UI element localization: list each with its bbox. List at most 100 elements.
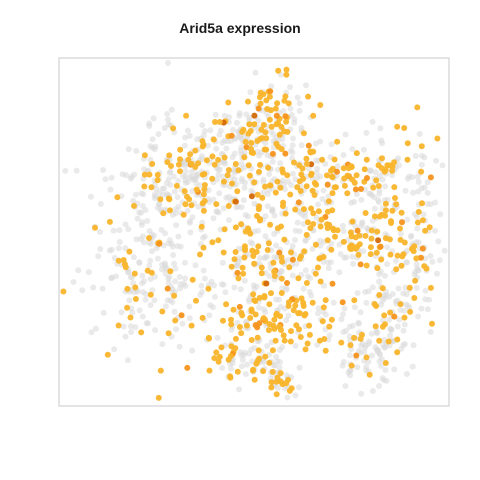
expressing-cell-point <box>378 256 385 263</box>
cell-point <box>320 187 327 194</box>
expressing-cell-point <box>411 243 418 250</box>
expressing-cell-point <box>201 171 208 177</box>
cell-point <box>136 260 143 266</box>
cell-point <box>358 196 365 203</box>
cell-point <box>326 332 333 339</box>
cell-point <box>285 256 292 263</box>
cell-point <box>141 278 147 285</box>
expressing-cell-point <box>278 275 285 282</box>
expressing-cell-point <box>238 330 245 337</box>
cell-point <box>379 176 386 183</box>
cell-point <box>192 262 199 269</box>
cell-point <box>408 233 414 240</box>
expressing-cell-point <box>172 317 179 324</box>
cell-point <box>165 116 171 123</box>
expressing-cell-point <box>266 116 273 123</box>
expressing-cell-point <box>328 246 335 253</box>
cell-point <box>165 121 172 128</box>
cell-point <box>182 179 189 186</box>
cell-point <box>113 273 119 280</box>
expressing-cell-point <box>273 310 280 317</box>
expressing-cell-point <box>132 296 139 302</box>
expressing-cell-point <box>239 264 246 271</box>
cell-point <box>70 279 77 285</box>
expressing-cell-point <box>269 368 276 375</box>
expressing-cell-point <box>263 135 270 142</box>
expressing-cell-point <box>218 344 225 351</box>
expressing-cell-point <box>259 194 266 201</box>
cell-point <box>277 359 283 365</box>
expressing-cell-point <box>382 207 389 214</box>
cell-point <box>358 390 365 397</box>
expressing-cell-point <box>246 121 253 128</box>
cell-point <box>186 132 193 139</box>
expressing-cell-point <box>305 142 312 149</box>
expressing-cell-point <box>353 352 360 359</box>
cell-point <box>313 175 320 182</box>
cell-point <box>160 242 167 249</box>
cell-point <box>340 152 347 158</box>
expressing-cell-point <box>220 249 227 256</box>
expressing-cell-point <box>310 112 317 119</box>
expressing-cell-point <box>363 354 370 361</box>
expressing-cell-point <box>141 171 148 178</box>
cell-point <box>268 128 275 134</box>
expressing-cell-point <box>148 184 155 191</box>
expressing-cell-point <box>270 259 277 266</box>
cell-point <box>79 287 86 294</box>
cell-point <box>402 187 409 194</box>
expressing-cell-point <box>344 172 351 179</box>
cell-point <box>234 119 240 126</box>
cell-point <box>241 184 248 191</box>
cell-point <box>298 142 305 149</box>
cell-point <box>376 383 382 389</box>
cell-point <box>211 282 218 289</box>
expressing-cell-point <box>245 225 251 232</box>
expressing-cell-point <box>272 337 279 344</box>
expressing-cell-point <box>303 231 310 238</box>
expressing-cell-point <box>265 240 272 247</box>
expressing-cell-point <box>198 223 205 230</box>
cell-point <box>377 125 384 132</box>
expressing-cell-point <box>407 308 414 315</box>
expressing-cell-point <box>296 162 303 169</box>
cell-point <box>363 299 370 306</box>
expressing-cell-point <box>249 247 256 254</box>
expressing-cell-point <box>234 188 241 195</box>
cell-point <box>308 292 315 299</box>
cell-point <box>239 357 246 363</box>
cell-point <box>181 142 188 149</box>
expressing-cell-point <box>290 307 297 314</box>
cell-point <box>102 176 109 183</box>
cell-point <box>184 207 191 214</box>
expressing-cell-point <box>242 245 248 252</box>
expressing-cell-point <box>376 213 383 220</box>
expressing-cell-point <box>220 317 226 324</box>
expressing-cell-point <box>285 299 292 306</box>
cell-point <box>418 161 425 168</box>
expressing-cell-point <box>192 147 199 154</box>
cell-point <box>174 243 181 249</box>
expressing-cell-point <box>60 288 67 295</box>
expressing-cell-point <box>404 140 411 147</box>
expressing-cell-point <box>265 164 272 171</box>
expressing-cell-point <box>324 172 330 179</box>
expressing-cell-point <box>256 94 263 101</box>
expressing-cell-point <box>376 292 383 298</box>
cell-point <box>353 191 360 198</box>
expressing-cell-point <box>122 264 129 271</box>
expressing-cell-point <box>382 200 389 207</box>
expressing-cell-point <box>354 227 361 234</box>
cell-point <box>289 243 296 249</box>
expressing-cell-point <box>311 180 318 186</box>
expressing-cell-point <box>261 294 268 301</box>
expressing-cell-point <box>166 152 173 159</box>
expressing-cell-point <box>252 322 259 329</box>
expressing-cell-point <box>324 181 331 188</box>
expressing-cell-point <box>236 303 243 310</box>
expressing-cell-point <box>235 167 242 174</box>
cell-point <box>199 289 205 295</box>
cell-point <box>256 152 262 159</box>
cell-point <box>168 106 175 113</box>
expressing-cell-point <box>182 201 189 208</box>
